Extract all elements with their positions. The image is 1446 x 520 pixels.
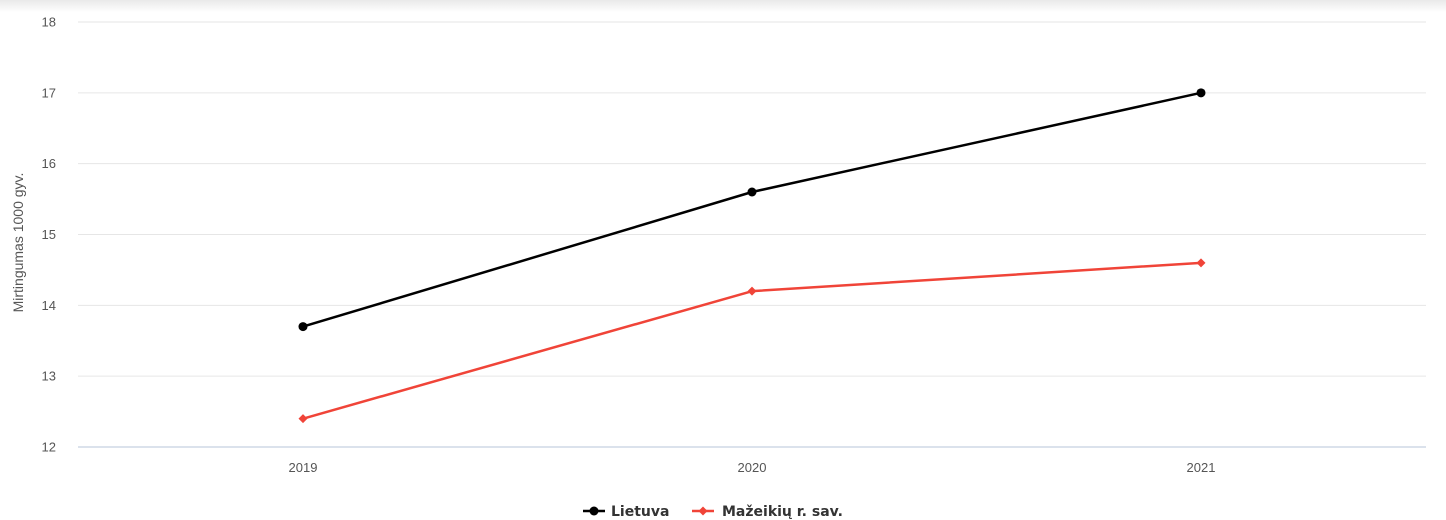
legend-label: Lietuva: [611, 504, 669, 520]
y-tick-label: 13: [42, 369, 56, 384]
y-tick-label: 17: [42, 85, 56, 100]
data-point: [747, 286, 757, 296]
grid-lines: [78, 21, 1426, 448]
legend-item-1: Lietuva: [583, 504, 669, 520]
legend: Lietuva Mažeikių r. sav.: [583, 504, 843, 520]
y-tick-label: 14: [42, 298, 56, 313]
data-point: [298, 322, 308, 332]
x-axis-ticks: 2019 2020 2021: [289, 460, 1216, 475]
y-tick-label: 15: [42, 227, 56, 242]
y-axis-ticks: 12 13 14 15 16 17 18: [42, 15, 56, 455]
data-point: [1196, 258, 1206, 268]
x-tick-label: 2020: [738, 460, 767, 475]
series-lines: [298, 88, 1206, 424]
y-tick-label: 18: [42, 15, 56, 30]
data-point: [1196, 88, 1206, 98]
data-point: [298, 414, 308, 424]
x-tick-label: 2021: [1187, 460, 1216, 475]
y-tick-label: 16: [42, 156, 56, 171]
data-point: [747, 187, 757, 197]
x-tick-label: 2019: [289, 460, 318, 475]
legend-label: Mažeikių r. sav.: [722, 504, 843, 520]
legend-marker-icon: [589, 506, 599, 516]
series-1: [298, 88, 1206, 332]
top-shadow: [0, 0, 1446, 12]
legend-item-2: Mažeikių r. sav.: [692, 504, 843, 520]
y-axis-title: Mirtingumas 1000 gyv.: [10, 173, 26, 313]
y-tick-label: 12: [42, 440, 56, 455]
series-2: [298, 258, 1206, 424]
legend-marker-icon: [698, 506, 708, 516]
